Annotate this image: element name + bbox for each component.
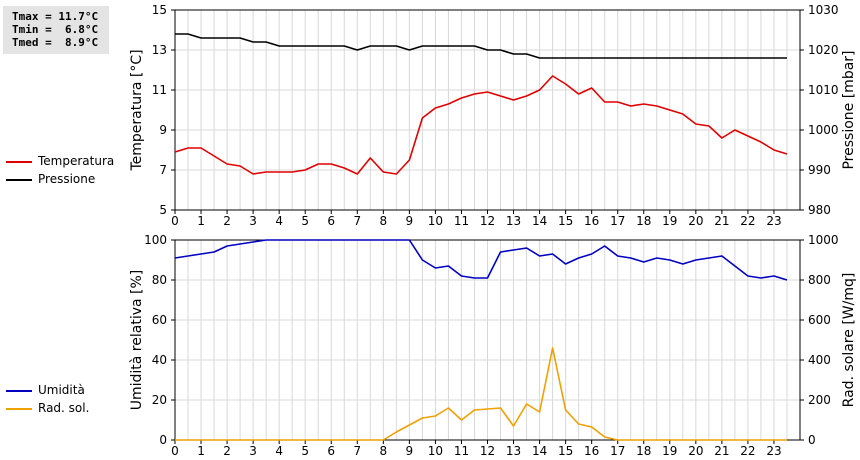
x-tick-label: 0: [171, 214, 179, 228]
x-tick-label: 17: [610, 214, 625, 228]
legend-swatch-umidita: [6, 390, 32, 392]
y-tick-label-left: 60: [152, 313, 167, 327]
x-tick-label: 14: [532, 214, 547, 228]
x-tick-label: 5: [301, 444, 309, 458]
y-tick-label-right: 200: [808, 393, 831, 407]
x-tick-label: 6: [327, 214, 335, 228]
x-tick-label: 14: [532, 444, 547, 458]
x-tick-label: 18: [636, 444, 651, 458]
x-tick-label: 9: [406, 444, 414, 458]
y-tick-label-left: 40: [152, 353, 167, 367]
y-tick-label-right: 1000: [808, 233, 839, 247]
x-tick-label: 21: [714, 444, 729, 458]
x-tick-label: 12: [480, 214, 495, 228]
y-axis-title-left: Umidità relativa [%]: [129, 270, 145, 411]
y-tick-label-left: 13: [152, 43, 167, 57]
legend-label-umidita: Umidità: [38, 383, 85, 397]
y-tick-label-left: 80: [152, 273, 167, 287]
x-tick-label: 22: [740, 444, 755, 458]
x-tick-label: 15: [558, 214, 573, 228]
y-tick-label-left: 9: [159, 123, 167, 137]
stat-tmed: Tmed = 8.9°C: [12, 36, 99, 49]
x-tick-label: 16: [584, 214, 599, 228]
x-tick-label: 7: [353, 444, 361, 458]
x-tick-label: 16: [584, 444, 599, 458]
x-tick-label: 2: [223, 214, 231, 228]
legend-swatch-rad-sol: [6, 408, 32, 410]
y-axis-title-left: Temperatura [°C]: [129, 49, 145, 171]
x-tick-label: 11: [454, 444, 469, 458]
y-tick-label-left: 100: [144, 233, 167, 247]
series-line-temperatura: [174, 75, 788, 175]
x-tick-label: 13: [506, 214, 521, 228]
y-tick-label-right: 1030: [808, 3, 839, 17]
x-tick-label: 6: [327, 444, 335, 458]
y-axis-title-right: Rad. solare [W/mq]: [841, 273, 857, 408]
y-tick-label-right: 600: [808, 313, 831, 327]
y-tick-label-right: 980: [808, 203, 831, 217]
y-tick-label-right: 1010: [808, 83, 839, 97]
series-line-pressione: [175, 33, 787, 59]
x-tick-label: 23: [766, 214, 781, 228]
y-tick-label-left: 5: [159, 203, 167, 217]
x-tick-label: 20: [688, 444, 703, 458]
legend-label-temperatura: Temperatura: [38, 154, 115, 168]
x-tick-label: 8: [380, 214, 388, 228]
x-tick-label: 23: [766, 444, 781, 458]
x-tick-label: 17: [610, 444, 625, 458]
y-tick-label-left: 20: [152, 393, 167, 407]
stats-box: Tmax = 11.7°C Tmin = 6.8°C Tmed = 8.9°C: [3, 6, 109, 54]
x-tick-label: 22: [740, 214, 755, 228]
x-tick-label: 4: [275, 214, 283, 228]
y-tick-label-right: 990: [808, 163, 831, 177]
x-tick-label: 3: [249, 444, 257, 458]
x-tick-label: 10: [428, 444, 443, 458]
x-tick-label: 12: [480, 444, 495, 458]
legend-swatch-temperatura: [6, 161, 32, 163]
stat-tmin: Tmin = 6.8°C: [12, 23, 99, 36]
series-line-rad-sol: [175, 347, 787, 441]
x-tick-label: 21: [714, 214, 729, 228]
y-tick-label-left: 15: [152, 3, 167, 17]
x-tick-label: 11: [454, 214, 469, 228]
series-line-umidita: [174, 239, 788, 281]
x-tick-label: 19: [662, 214, 677, 228]
y-tick-label-right: 1020: [808, 43, 839, 57]
x-tick-label: 1: [197, 444, 205, 458]
x-tick-label: 4: [275, 444, 283, 458]
x-tick-label: 10: [428, 214, 443, 228]
x-tick-label: 20: [688, 214, 703, 228]
x-tick-label: 19: [662, 444, 677, 458]
y-tick-label-right: 0: [808, 433, 816, 447]
y-axis-title-right: Pressione [mbar]: [841, 50, 857, 169]
x-tick-label: 9: [406, 214, 414, 228]
x-tick-label: 15: [558, 444, 573, 458]
x-tick-label: 1: [197, 214, 205, 228]
x-tick-label: 18: [636, 214, 651, 228]
stat-tmax: Tmax = 11.7°C: [12, 10, 99, 23]
x-tick-label: 2: [223, 444, 231, 458]
legend-label-pressione: Pressione: [38, 172, 96, 186]
y-tick-label-left: 0: [159, 433, 167, 447]
y-tick-label-right: 1000: [808, 123, 839, 137]
x-tick-label: 8: [380, 444, 388, 458]
x-tick-label: 13: [506, 444, 521, 458]
legend-label-rad-sol: Rad. sol.: [38, 401, 90, 415]
legend-swatch-pressione: [6, 179, 32, 181]
x-tick-label: 7: [353, 214, 361, 228]
y-tick-label-left: 11: [152, 83, 167, 97]
x-tick-label: 0: [171, 444, 179, 458]
y-tick-label-left: 7: [159, 163, 167, 177]
x-tick-label: 3: [249, 214, 257, 228]
y-tick-label-right: 800: [808, 273, 831, 287]
y-tick-label-right: 400: [808, 353, 831, 367]
x-tick-label: 5: [301, 214, 309, 228]
